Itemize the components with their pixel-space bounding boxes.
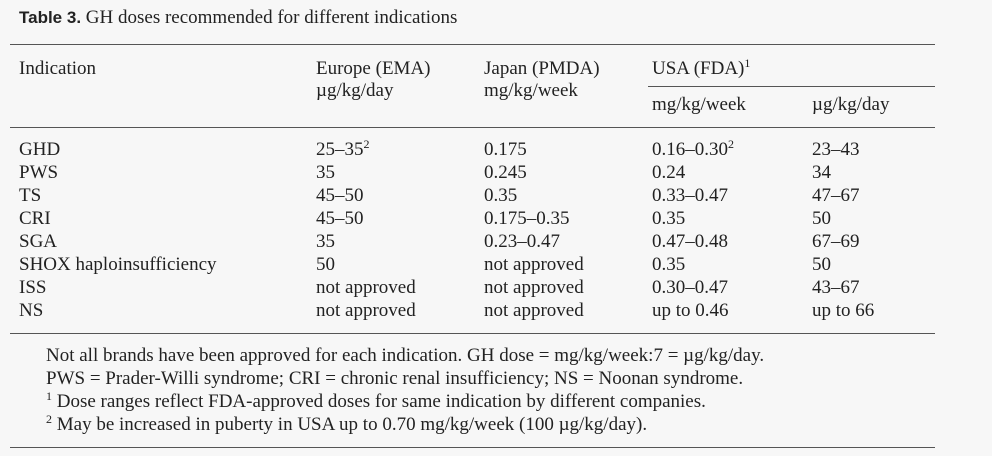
- table-cell: ISS: [19, 277, 47, 298]
- superscript: 1: [46, 389, 52, 403]
- superscript: 2: [728, 137, 734, 151]
- table-cell: 50: [812, 254, 831, 275]
- table-cell: TS: [19, 185, 42, 206]
- superscript: 2: [363, 137, 370, 151]
- table-cell: not approved: [316, 277, 416, 298]
- table-cell: not approved: [316, 300, 416, 321]
- title-text: GH doses recommended for different indic…: [85, 7, 458, 28]
- body-rule: [10, 333, 935, 334]
- header-unit: µg/kg/day: [812, 94, 890, 115]
- header-unit: µg/kg/day: [316, 80, 394, 101]
- footnote: 1 Dose ranges reflect FDA-approved doses…: [46, 389, 706, 413]
- group-rule: [648, 86, 935, 87]
- table-cell: SHOX haploinsufficiency: [19, 254, 217, 275]
- table-cell: 67–69: [812, 231, 860, 252]
- table-cell: 0.33–0.47: [652, 185, 728, 206]
- cell-text: May be increased in puberty in USA up to…: [56, 414, 648, 435]
- table-cell: not approved: [484, 254, 584, 275]
- cell-text: Dose ranges reflect FDA-approved doses f…: [56, 391, 706, 412]
- table-cell: PWS: [19, 162, 59, 183]
- table-cell: up to 66: [812, 300, 875, 321]
- table-cell: 45–50: [316, 208, 364, 229]
- table-cell: 0.30–0.47: [652, 277, 728, 298]
- table-cell: 45–50: [316, 185, 364, 206]
- header-unit: mg/kg/week: [652, 94, 746, 115]
- header-unit: mg/kg/week: [484, 80, 578, 101]
- header-cell: Japan (PMDA): [484, 58, 600, 79]
- bottom-rule: [10, 447, 935, 448]
- table-cell: 0.35: [652, 208, 686, 229]
- table-cell: 47–67: [812, 185, 860, 206]
- table-cell: 35: [316, 231, 335, 252]
- table-cell: 0.175–0.35: [484, 208, 570, 229]
- table-cell: 35: [316, 162, 335, 183]
- cell-text: 0.16–0.30: [652, 139, 728, 160]
- superscript: 1: [744, 56, 751, 70]
- table-cell: not approved: [484, 300, 584, 321]
- table-title: Table 3. GH doses recommended for differ…: [19, 7, 457, 29]
- footnote: 2 May be increased in puberty in USA up …: [46, 412, 648, 436]
- table-cell: 50: [316, 254, 335, 275]
- header-rule: [10, 127, 935, 128]
- superscript: 2: [46, 412, 52, 426]
- table-cell: 0.47–0.48: [652, 231, 728, 252]
- table-cell: 43–67: [812, 277, 860, 298]
- table-cell: 0.24: [652, 162, 686, 183]
- table-cell: not approved: [484, 277, 584, 298]
- table-cell: 50: [812, 208, 831, 229]
- table-cell: 0.23–0.47: [484, 231, 560, 252]
- table-cell: up to 0.46: [652, 300, 729, 321]
- table-cell: GHD: [19, 139, 61, 160]
- table-cell: 23–43: [812, 139, 860, 160]
- table-cell: SGA: [19, 231, 58, 252]
- table-cell: 0.35: [484, 185, 518, 206]
- footnote: Not all brands have been approved for ea…: [46, 345, 765, 366]
- table-cell: 0.35: [652, 254, 686, 275]
- top-rule: [10, 44, 935, 45]
- header-cell: Indication: [19, 58, 97, 79]
- header-text: USA (FDA): [652, 58, 745, 79]
- table-cell: 0.245: [484, 162, 527, 183]
- table-cell: 0.16–0.302: [652, 137, 734, 161]
- title-label: Table 3.: [19, 8, 82, 27]
- cell-text: 25–35: [316, 139, 364, 160]
- header-cell: Europe (EMA): [316, 58, 431, 79]
- table-cell: NS: [19, 300, 44, 321]
- table-cell: 34: [812, 162, 831, 183]
- table-cell: 0.175: [484, 139, 527, 160]
- table-cell: 25–352: [316, 137, 370, 161]
- header-cell: USA (FDA)1: [652, 56, 751, 80]
- table-cell: CRI: [19, 208, 51, 229]
- footnote: PWS = Prader-Willi syndrome; CRI = chron…: [46, 368, 744, 389]
